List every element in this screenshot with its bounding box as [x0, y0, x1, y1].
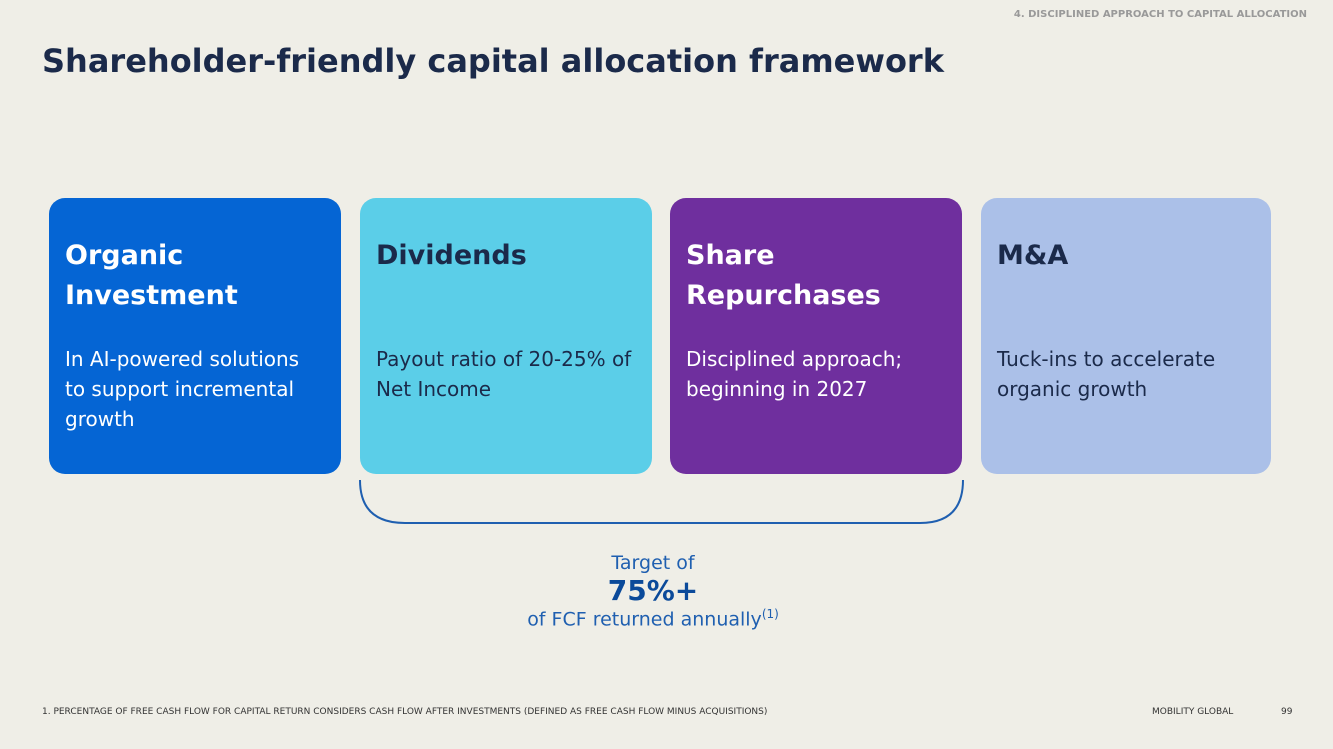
target: Target of 75%+ of FCF returned annually(…	[453, 552, 853, 630]
bracket	[359, 479, 964, 524]
card-title: M&A	[997, 240, 1069, 271]
card: M&A Tuck-ins to accelerate organic growth	[981, 198, 1271, 474]
target-line: of FCF returned annually	[527, 608, 762, 631]
card-body: Payout ratio of 20-25% of Net Income	[376, 347, 632, 401]
card: Dividends Payout ratio of 20-25% of Net I…	[360, 198, 652, 474]
target-line: Target of	[611, 552, 695, 574]
card-body: Tuck-ins to accelerate organic growth	[997, 347, 1216, 401]
footnote: 1. PERCENTAGE OF FREE CASH FLOW FOR CAPI…	[42, 707, 768, 717]
footnote-ref: (1)	[761, 607, 779, 621]
card-title: Organic Investment	[65, 240, 238, 311]
title: Shareholder-friendly capital allocation …	[42, 42, 944, 80]
card: Share Repurchases Disciplined approach; b…	[670, 198, 962, 474]
card-body: Disciplined approach; beginning in 2027	[686, 347, 903, 401]
card-body: In AI-powered solutions to support incre…	[65, 347, 300, 431]
section-label: 4. DISCIPLINED APPROACH TO CAPITAL ALLOC…	[1013, 9, 1307, 20]
brand: MOBILITY GLOBAL	[1152, 707, 1234, 717]
card: Organic Investment In AI-powered solution…	[49, 198, 341, 474]
card-title: Dividends	[376, 240, 527, 271]
card-title: Share Repurchases	[686, 240, 881, 311]
page-number: 99	[1281, 707, 1293, 717]
target-value: 75%+	[607, 574, 699, 607]
